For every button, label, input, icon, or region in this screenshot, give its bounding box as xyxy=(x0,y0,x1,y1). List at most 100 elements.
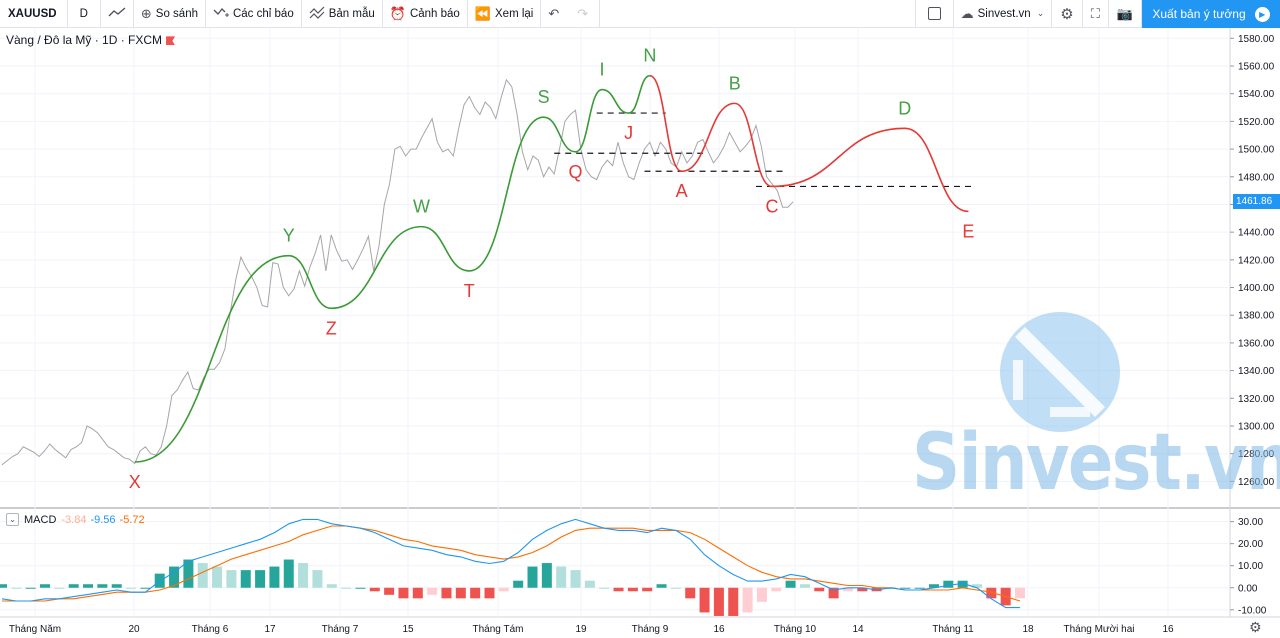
macd-histogram-bar xyxy=(627,587,638,592)
wave-label-c: C xyxy=(765,196,778,216)
macd-histogram-bar xyxy=(470,587,481,599)
line-chart-icon xyxy=(108,6,126,21)
series-title: Vàng / Đô la Mỹ · 1D · FXCM xyxy=(6,33,163,47)
wave-label-i: I xyxy=(600,60,605,80)
macd-histogram-bar xyxy=(0,584,7,588)
macd-histogram-bar xyxy=(68,584,79,588)
price-tick-label: 1500.00 xyxy=(1238,145,1275,156)
wave-label-w: W xyxy=(413,197,430,217)
macd-histogram-bar xyxy=(1015,587,1025,599)
price-tick-label: 1540.00 xyxy=(1238,89,1275,100)
price-line xyxy=(1,78,794,466)
collapse-icon[interactable]: ⌄ xyxy=(6,513,19,526)
watermark-logo-icon xyxy=(1000,312,1120,432)
macd-axis[interactable]: 30.00 20.00 10.00 0.00 -10.00 xyxy=(1230,517,1267,616)
macd-histogram-bar xyxy=(269,566,280,588)
macd-histogram-bar xyxy=(326,584,337,588)
macd-histogram-bar xyxy=(527,566,538,588)
time-tick-label: Tháng 10 xyxy=(774,624,817,635)
flag-icon[interactable] xyxy=(166,36,176,46)
macd-histogram-bar xyxy=(169,566,180,588)
plus-circle-icon: ⊕ xyxy=(140,5,152,21)
macd-histogram-bar xyxy=(914,587,925,589)
macd-histogram-bar xyxy=(842,587,853,592)
price-tick-label: 1400.00 xyxy=(1238,283,1275,294)
macd-histogram-bar xyxy=(957,580,968,588)
last-price-label: 1461.86 xyxy=(1233,194,1280,209)
price-tick-label: 1280.00 xyxy=(1238,449,1275,460)
time-tick-label: 14 xyxy=(852,624,864,635)
snapshot-button[interactable]: 📷 xyxy=(1109,0,1142,28)
time-tick-label: 20 xyxy=(128,624,140,635)
chart-style-button[interactable] xyxy=(101,0,134,28)
macd-histogram-bar xyxy=(398,587,409,599)
templates-label: Bản mẫu xyxy=(328,7,375,20)
price-tick-label: 1580.00 xyxy=(1238,34,1275,45)
macd-histogram-bar xyxy=(584,580,595,588)
play-icon: ▶ xyxy=(1254,6,1270,22)
symbol-selector[interactable]: XAUUSD xyxy=(0,0,68,28)
time-tick-label: 15 xyxy=(402,624,414,635)
macd-histogram-bar xyxy=(25,587,36,589)
undo-button[interactable]: ↶ xyxy=(541,0,570,28)
time-tick-label: Tháng Mười hai xyxy=(1063,624,1134,635)
templates-button[interactable]: Bản mẫu xyxy=(302,0,383,28)
macd-signal-line xyxy=(2,525,1021,602)
publish-label: Xuất bản ý tưởng xyxy=(1152,7,1246,21)
layout-button[interactable] xyxy=(916,0,954,28)
wave-label-n: N xyxy=(643,46,656,66)
settings-button[interactable]: ⚙ xyxy=(1052,0,1083,28)
compare-button[interactable]: ⊕ So sánh xyxy=(134,0,206,28)
toolbar-spacer xyxy=(600,0,916,28)
indicators-button[interactable]: Các chỉ báo xyxy=(206,0,302,28)
macd-histogram-bar xyxy=(742,587,753,613)
chevron-down-icon: ⌄ xyxy=(1036,8,1045,18)
macd-histogram-bar xyxy=(312,570,323,588)
fullscreen-button[interactable]: ⛶ xyxy=(1083,0,1109,28)
macd-histogram-bar xyxy=(441,587,452,599)
macd-histogram-bar xyxy=(240,570,251,588)
macd-histogram-bar xyxy=(226,570,237,588)
wave-label-b: B xyxy=(729,73,741,93)
macd-histogram-bar xyxy=(498,587,509,592)
alert-button[interactable]: ⏰ Cảnh báo xyxy=(383,0,468,28)
macd-tick-label: 10.00 xyxy=(1238,561,1263,572)
price-tick-label: 1560.00 xyxy=(1238,62,1275,73)
axis-settings-icon[interactable]: ⚙ xyxy=(1249,619,1262,635)
indicators-label: Các chỉ báo xyxy=(232,7,294,20)
indicator-icon xyxy=(213,6,229,21)
macd-histogram-bar xyxy=(140,587,151,589)
account-menu[interactable]: ☁ Sinvest.vn ⌄ xyxy=(954,0,1053,28)
wave-label-d: D xyxy=(898,98,911,118)
top-toolbar: XAUUSD D ⊕ So sánh Các chỉ báo Bản mẫu ⏰… xyxy=(0,0,1280,28)
macd-histogram-bar xyxy=(541,563,552,588)
macd-histogram-bar xyxy=(40,584,51,588)
macd-histogram-bar xyxy=(298,563,309,588)
price-tick-label: 1440.00 xyxy=(1238,228,1275,239)
time-tick-label: Tháng 7 xyxy=(322,624,359,635)
macd-label: MACD xyxy=(24,513,57,526)
price-tick-label: 1360.00 xyxy=(1238,338,1275,349)
wave-curves xyxy=(134,74,969,463)
wave-label-j: J xyxy=(624,123,633,143)
macd-histogram-bar xyxy=(412,587,423,599)
macd-histogram-bar xyxy=(828,587,839,599)
macd-histogram-bar xyxy=(699,587,710,613)
support-lines xyxy=(554,112,974,188)
interval-selector[interactable]: D xyxy=(68,0,101,28)
gear-icon: ⚙ xyxy=(1060,5,1074,23)
replay-button[interactable]: ⏪ Xem lại xyxy=(468,0,542,28)
time-tick-label: Tháng Năm xyxy=(9,624,61,635)
redo-button[interactable]: ↷ xyxy=(570,0,601,28)
publish-idea-button[interactable]: Xuất bản ý tưởng ▶ xyxy=(1142,0,1280,28)
template-icon xyxy=(309,6,325,22)
wave-label-z: Z xyxy=(326,318,337,338)
macd-histogram-bar xyxy=(556,566,567,588)
camera-icon: 📷 xyxy=(1116,5,1133,21)
macd-histogram-bar xyxy=(656,584,667,588)
price-tick-label: 1260.00 xyxy=(1238,477,1275,488)
time-axis[interactable]: Tháng Năm 20 Tháng 6 17 Tháng 7 15 Tháng Tám 19… xyxy=(9,624,1174,635)
macd-histogram-bar xyxy=(255,570,266,588)
price-tick-label: 1320.00 xyxy=(1238,394,1275,405)
